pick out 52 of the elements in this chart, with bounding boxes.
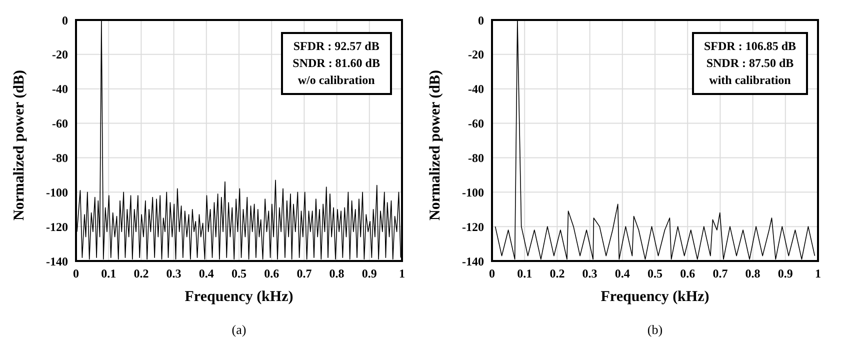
x-tick-label: 1 [399, 266, 405, 281]
y-tick-label: -60 [468, 116, 484, 131]
note-box: SFDR : 92.57 dB SNDR : 81.60 dB w/o calibration [280, 32, 392, 95]
note-box: SFDR : 106.85 dB SNDR : 87.50 dB with calibration [692, 32, 808, 95]
x-tick-label: 0.9 [778, 266, 793, 281]
y-tick-label: -40 [468, 82, 484, 96]
x-tick-label: 0.1 [517, 266, 532, 281]
x-tick-label: 0.3 [582, 266, 598, 281]
annotation: with calibration [708, 72, 792, 89]
text: (b) [646, 322, 664, 338]
x-tick-label: 0.5 [648, 266, 662, 281]
x-tick-label: 0.7 [712, 266, 728, 281]
x-tick-label: 0.6 [264, 266, 280, 281]
annotation: SFDR : 106.85 dB [704, 38, 796, 55]
x-tick-label: 0.4 [614, 266, 630, 281]
y-tick-label: -140 [462, 254, 484, 268]
y-tick-label: -80 [468, 150, 484, 165]
x-tick-label: 0.6 [680, 266, 696, 281]
y-tick-label: 0 [62, 13, 68, 28]
y-tick-label: -20 [52, 48, 68, 62]
y-axis-title: Normalized power (dB) [427, 70, 444, 220]
y-tick-label: -40 [52, 82, 68, 96]
x-tick-label: 0.7 [296, 266, 312, 281]
x-tick-label: 0 [73, 266, 79, 281]
annotation: SFDR : 92.57 dB [292, 38, 380, 55]
y-tick-label: -100 [46, 185, 68, 200]
text: (a) [230, 322, 248, 338]
x-tick-label: 0.3 [166, 266, 182, 281]
y-tick-label: -20 [468, 48, 484, 62]
x-tick-label: 0.4 [198, 266, 214, 281]
x-tick-label: 1 [815, 266, 821, 281]
x-tick-label: 0.9 [362, 266, 377, 281]
x-tick-label: 0.8 [329, 266, 344, 281]
y-tick-label: 0 [478, 13, 484, 28]
y-tick-label: -100 [462, 185, 484, 200]
x-tick-label: 0.2 [550, 266, 565, 281]
y-tick-label: -120 [462, 220, 484, 234]
annotation: SNDR : 87.50 dB [705, 55, 795, 72]
x-tick-label: 0 [489, 266, 495, 281]
y-tick-label: -60 [52, 116, 68, 131]
x-axis-title: Frequency (kHz) [600, 289, 710, 305]
y-tick-label: -120 [46, 220, 68, 234]
x-tick-label: 0.8 [745, 266, 760, 281]
y-axis-title: Normalized power (dB) [11, 70, 28, 220]
x-tick-label: 0.2 [134, 266, 149, 281]
annotation: SNDR : 81.60 dB [292, 55, 380, 72]
y-tick-label: -140 [46, 254, 68, 268]
x-tick-label: 0.5 [232, 266, 246, 281]
annotation: w/o calibration [296, 72, 376, 89]
x-tick-label: 0.1 [101, 266, 116, 281]
x-axis-title: Frequency (kHz) [184, 289, 294, 305]
y-tick-label: -80 [52, 150, 68, 165]
